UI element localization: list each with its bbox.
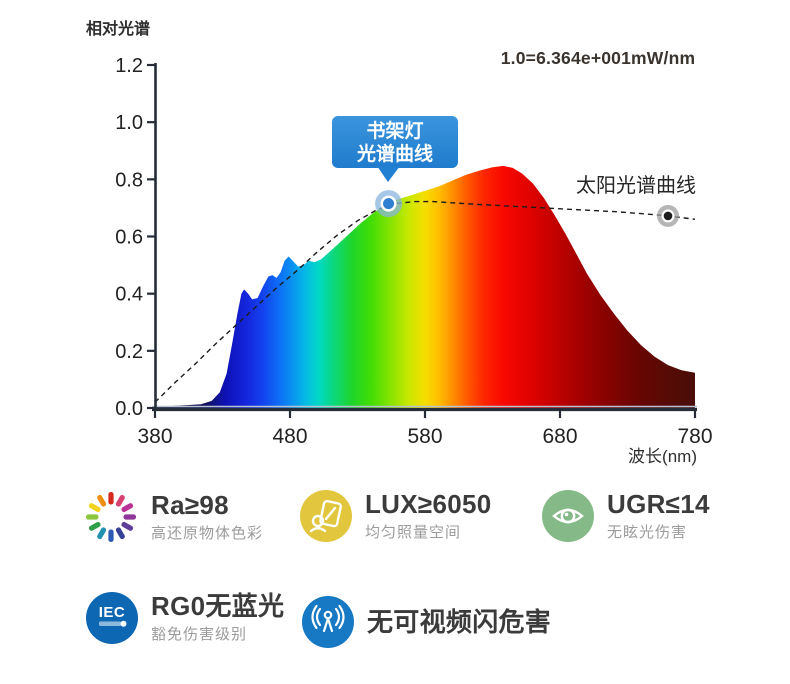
wheel-segment (123, 514, 136, 520)
rg0-value: RG0无蓝光 (151, 591, 285, 621)
cri-subtitle: 高还原物体色彩 (151, 525, 264, 542)
lamp-spectrum-area (155, 165, 695, 408)
wheel-segment (88, 503, 101, 513)
x-tick-label: 680 (542, 425, 577, 448)
callout-line2: 光谱曲线 (356, 142, 433, 165)
chart-axes: 380 480 580 680 780 0.0 0.2 0.4 0.6 0.8 1.0 1.2 (115, 55, 712, 448)
y-tick-label: 0.6 (115, 227, 143, 249)
wheel-segment (86, 514, 99, 520)
callout-line1: 书架灯 (366, 120, 423, 142)
flicker-icon (302, 596, 354, 648)
svg-text:IEC: IEC (99, 604, 126, 621)
wheel-segment (115, 494, 125, 507)
ugr-value: UGR≤14 (607, 489, 710, 519)
sun-point-dot (663, 211, 673, 221)
x-tick-label: 480 (272, 425, 307, 448)
sun-spectrum-curve (154, 200, 696, 403)
eye-icon (542, 490, 594, 542)
wheel-segment (108, 529, 114, 542)
sun-spectrum-dashed-line (154, 200, 696, 403)
rg0-subtitle: 豁免伤害级别 (151, 626, 248, 643)
x-axis-title: 波长(nm) (628, 447, 697, 466)
callout-pointer (377, 166, 400, 182)
illumination-icon (300, 490, 352, 542)
wheel-segment (97, 494, 107, 507)
lamp-spectrum-fill (155, 165, 695, 408)
spectrum-chart: 380 480 580 680 780 0.0 0.2 0.4 0.6 0.8 1.0 1.2 相对光… (86, 19, 713, 466)
y-tick-label: 1.0 (115, 112, 143, 134)
iec-icon: IEC (86, 592, 138, 644)
sun-curve-label: 太阳光谱曲线 (576, 174, 696, 197)
y-tick-label: 0.8 (115, 169, 143, 191)
lux-value: LUX≥6050 (365, 489, 492, 519)
wheel-segment (108, 492, 114, 505)
x-tick-label: 780 (677, 425, 712, 448)
y-tick-label: 0.2 (115, 341, 143, 363)
flicker-value: 无可视频闪危害 (367, 607, 552, 637)
wheel-segment (121, 521, 134, 531)
wheel-segment (97, 527, 107, 540)
ugr-subtitle: 无眩光伤害 (607, 524, 688, 541)
badge-flicker: 无可视频闪危害 (302, 596, 551, 648)
color-wheel-icon (86, 492, 136, 542)
badge-ugr: UGR≤14 无眩光伤害 (542, 490, 710, 542)
badge-cri: Ra≥98 高还原物体色彩 (84, 490, 263, 544)
callout-bubble (332, 116, 458, 168)
y-tick-label: 0.0 (115, 398, 143, 420)
y-axis-title: 相对光谱 (86, 19, 150, 38)
y-tick-label: 0.4 (115, 284, 143, 306)
badge-lux: LUX≥6050 均匀照量空间 (300, 490, 492, 542)
y-tick-label: 1.2 (115, 55, 143, 77)
lux-subtitle: 均匀照量空间 (365, 524, 462, 541)
x-tick-label: 380 (137, 425, 172, 448)
cri-value: Ra≥98 (151, 490, 229, 520)
wheel-segment (121, 503, 134, 513)
wheel-segment (88, 521, 101, 531)
curve-markers (375, 190, 679, 227)
x-tick-label: 580 (407, 425, 442, 448)
lamp-point-dot (383, 198, 395, 210)
scale-note: 1.0=6.364e+001mW/nm (501, 48, 695, 68)
wheel-segment (115, 527, 125, 540)
lamp-callout: 书架灯 光谱曲线 (332, 116, 458, 182)
badge-rg0: IEC RG0无蓝光 豁免伤害级别 (86, 592, 284, 644)
